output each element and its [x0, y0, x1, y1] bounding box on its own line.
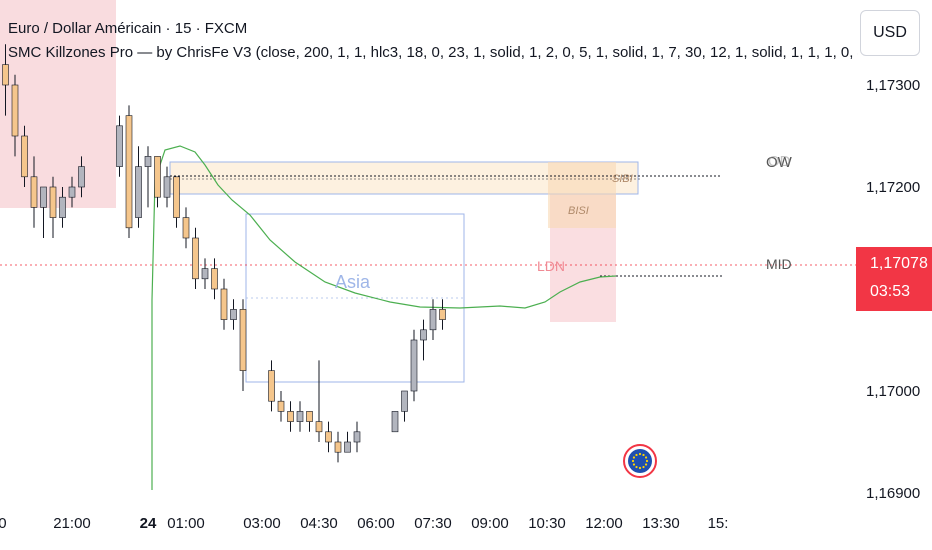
eu-flag-star — [644, 456, 648, 459]
eu-flag-star — [638, 466, 642, 470]
y-tick-label: 1,16900 — [866, 485, 920, 502]
candle-body — [154, 156, 161, 198]
candle-body — [192, 237, 199, 280]
bisi-label: BISI — [568, 205, 589, 217]
x-tick-label: 01:00 — [167, 515, 205, 532]
x-tick-label: 09:00 — [471, 515, 509, 532]
bar-countdown: 03:53 — [870, 283, 911, 300]
x-tick-label: 12:00 — [585, 515, 623, 532]
candle-body — [68, 186, 76, 198]
candle-body — [344, 441, 351, 453]
x-tick-label: 13:30 — [642, 515, 680, 532]
eu-flag-star — [632, 463, 636, 466]
candle-body — [40, 186, 47, 208]
candle-body — [287, 411, 294, 422]
candle-body — [439, 309, 446, 320]
x-tick-label: 06:00 — [357, 515, 395, 532]
candle-body — [163, 176, 171, 198]
killzone-box-prev — [0, 0, 116, 208]
candle-body — [144, 156, 152, 167]
eu-flag-star — [642, 453, 645, 457]
candle-body — [59, 196, 66, 218]
candles — [2, 44, 446, 463]
candle-body — [410, 339, 418, 392]
candle-body — [182, 217, 190, 239]
eu-flag-star — [645, 459, 649, 463]
candle-body — [211, 268, 218, 290]
sibi-label: SIBI — [612, 173, 633, 185]
candle-body — [277, 400, 285, 412]
mid-label: MID — [766, 256, 792, 272]
x-tick-label: 15: — [708, 515, 729, 532]
candle-body — [420, 329, 427, 341]
candle-body — [30, 176, 38, 208]
currency-button[interactable]: USD — [860, 10, 920, 56]
candle-body — [78, 166, 85, 188]
bisi-zone — [548, 162, 616, 228]
y-tick-label: 1,17200 — [866, 179, 920, 196]
candle-body — [201, 268, 209, 280]
candle-body — [429, 309, 437, 331]
x-tick-label: 10:30 — [528, 515, 566, 532]
eu-flag-disc — [628, 449, 652, 473]
ow-label: OW — [766, 154, 793, 171]
eu-flag-star — [638, 452, 642, 456]
candle-body — [306, 411, 313, 422]
eu-flag-icon — [623, 444, 657, 478]
symbol-title: Euro / Dollar Américain · 15 · FXCM — [8, 20, 248, 37]
candle-body — [391, 411, 399, 433]
candle-body — [334, 441, 342, 453]
ema-line — [151, 145, 617, 490]
candle-body — [11, 84, 19, 137]
x-tick-label: 07:30 — [414, 515, 452, 532]
y-tick-label: 1,17000 — [866, 383, 920, 400]
session-zones — [0, 0, 639, 383]
candle-body — [325, 431, 332, 443]
last-price-tag: 1,17078 03:53 — [856, 247, 932, 311]
candle-body — [353, 431, 361, 443]
eu-flag-star — [631, 459, 635, 463]
last-price-value: 1,17078 — [870, 255, 928, 272]
eu-flag-star — [635, 465, 638, 469]
candle-body — [125, 115, 133, 229]
eu-flag-star — [642, 465, 645, 469]
candle-body — [401, 390, 408, 412]
x-tick-label: 03:00 — [243, 515, 281, 532]
x-tick-label: 24 — [140, 515, 157, 532]
level-lines — [0, 175, 856, 299]
candle-body — [220, 288, 228, 320]
eu-flag-star — [644, 463, 648, 466]
candle-body — [239, 309, 247, 371]
london-session-label: LDN — [537, 258, 565, 274]
x-tick-label: 04:30 — [300, 515, 338, 532]
candle-body — [21, 135, 28, 178]
od-label: OD — [768, 153, 791, 170]
candle-body — [296, 411, 304, 422]
eu-flag-star — [635, 453, 638, 457]
candle-body — [49, 186, 57, 218]
x-tick-label: 9:30 — [0, 515, 7, 532]
indicator-legend[interactable]: SMC Killzones Pro — by ChrisFe V3 (close… — [8, 44, 858, 61]
candle-body — [230, 309, 237, 320]
asia-session-label: Asia — [335, 272, 371, 292]
candle-body — [116, 125, 123, 167]
candle-body — [315, 421, 323, 433]
candle-body — [135, 166, 142, 218]
candle-body — [173, 176, 180, 218]
eu-flag-star — [632, 456, 636, 459]
x-tick-label: 21:00 — [53, 515, 91, 532]
y-tick-label: 1,17300 — [866, 77, 920, 94]
candle-body — [268, 370, 275, 402]
candle-body — [2, 64, 9, 86]
